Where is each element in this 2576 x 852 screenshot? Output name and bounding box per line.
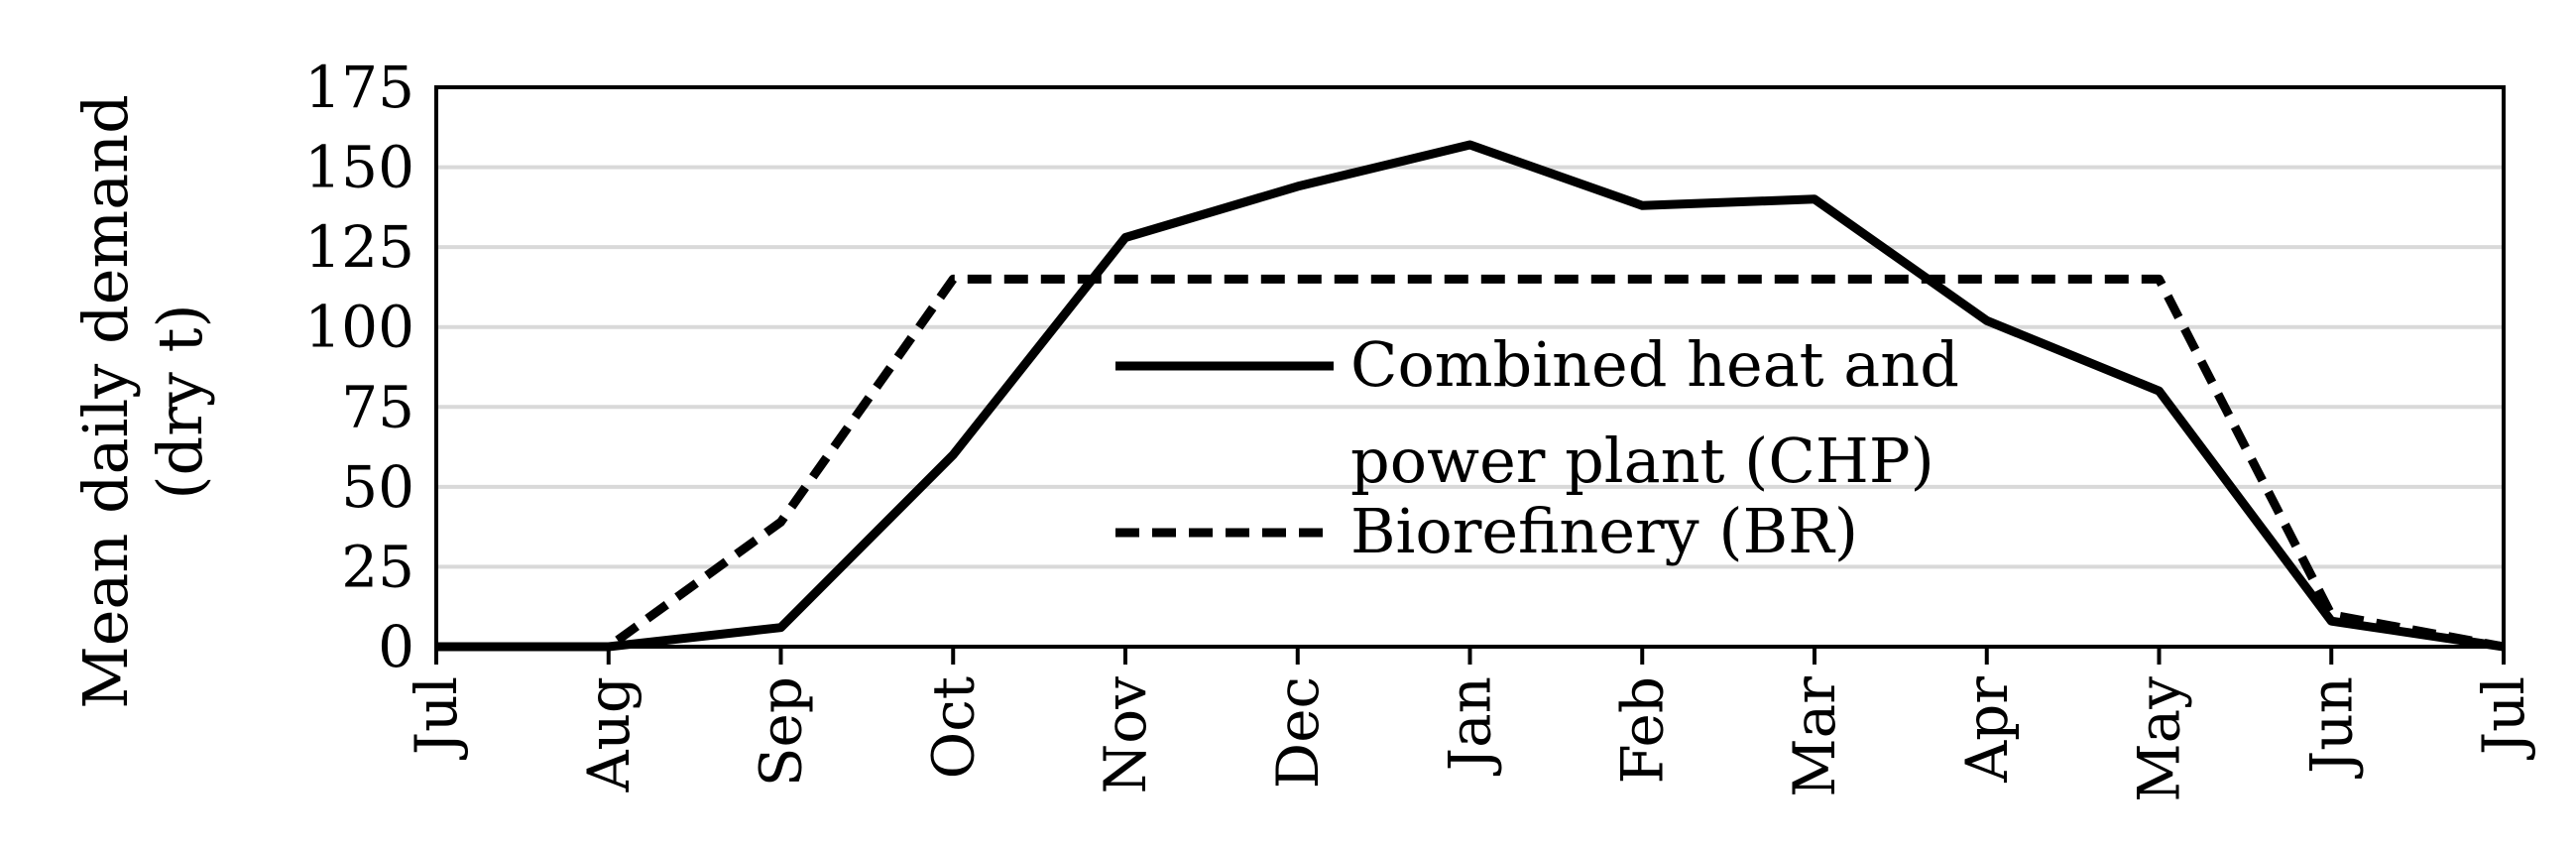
y-tick-label-175: 175 <box>304 54 414 121</box>
chp-series-line <box>436 140 2505 652</box>
legend: Combined heat and power plant (CHP) Bior… <box>1115 328 1959 567</box>
x-tick-label-jun-11: Jun <box>2297 676 2365 779</box>
x-tick-label-may-10: May <box>2126 676 2193 802</box>
x-tick-label-aug-1: Aug <box>575 676 643 792</box>
x-tick-label-apr-9: Apr <box>1953 676 2021 784</box>
x-tick-label-jul-0: Jul <box>403 676 470 760</box>
y-tick-label-125: 125 <box>304 213 414 281</box>
y-tick-labels: 0 25 50 75 100 125 150 175 <box>304 54 414 680</box>
x-tick-label-mar-8: Mar <box>1781 676 1848 797</box>
y-tick-label-150: 150 <box>304 134 414 201</box>
x-tick-label-dec-5: Dec <box>1264 676 1332 789</box>
y-tick-label-50: 50 <box>341 453 414 521</box>
x-tick-label-oct-3: Oct <box>919 676 987 779</box>
legend-br-label: Biorefinery (BR) <box>1350 495 1858 567</box>
x-tick-label-sep-2: Sep <box>748 676 815 787</box>
y-axis-title-line-2: (dry t) <box>144 304 216 499</box>
grid-lines <box>436 165 2504 569</box>
y-tick-label-100: 100 <box>304 294 414 361</box>
legend-chp-label-line-2: power plant (CHP) <box>1350 425 1934 497</box>
y-axis-title: Mean daily demand (dry t) <box>69 94 216 709</box>
x-axis: Jul Aug Sep Oct Nov Dec Jan Feb Mar Apr May Jun Jul <box>403 645 2537 802</box>
br-series-line <box>436 274 2505 652</box>
y-tick-label-75: 75 <box>341 373 414 440</box>
x-tick-label-jan-6: Jan <box>1437 676 1504 776</box>
y-tick-label-0: 0 <box>378 613 414 680</box>
legend-chp-label-line-1: Combined heat and <box>1350 328 1959 401</box>
y-tick-label-25: 25 <box>341 533 414 600</box>
y-axis-title-line-1: Mean daily demand <box>69 94 142 709</box>
x-tick-label-nov-4: Nov <box>1092 676 1159 794</box>
x-tick-label-feb-7: Feb <box>1608 676 1676 785</box>
x-tick-label-jul-12: Jul <box>2470 676 2537 760</box>
series-lines <box>436 140 2505 652</box>
